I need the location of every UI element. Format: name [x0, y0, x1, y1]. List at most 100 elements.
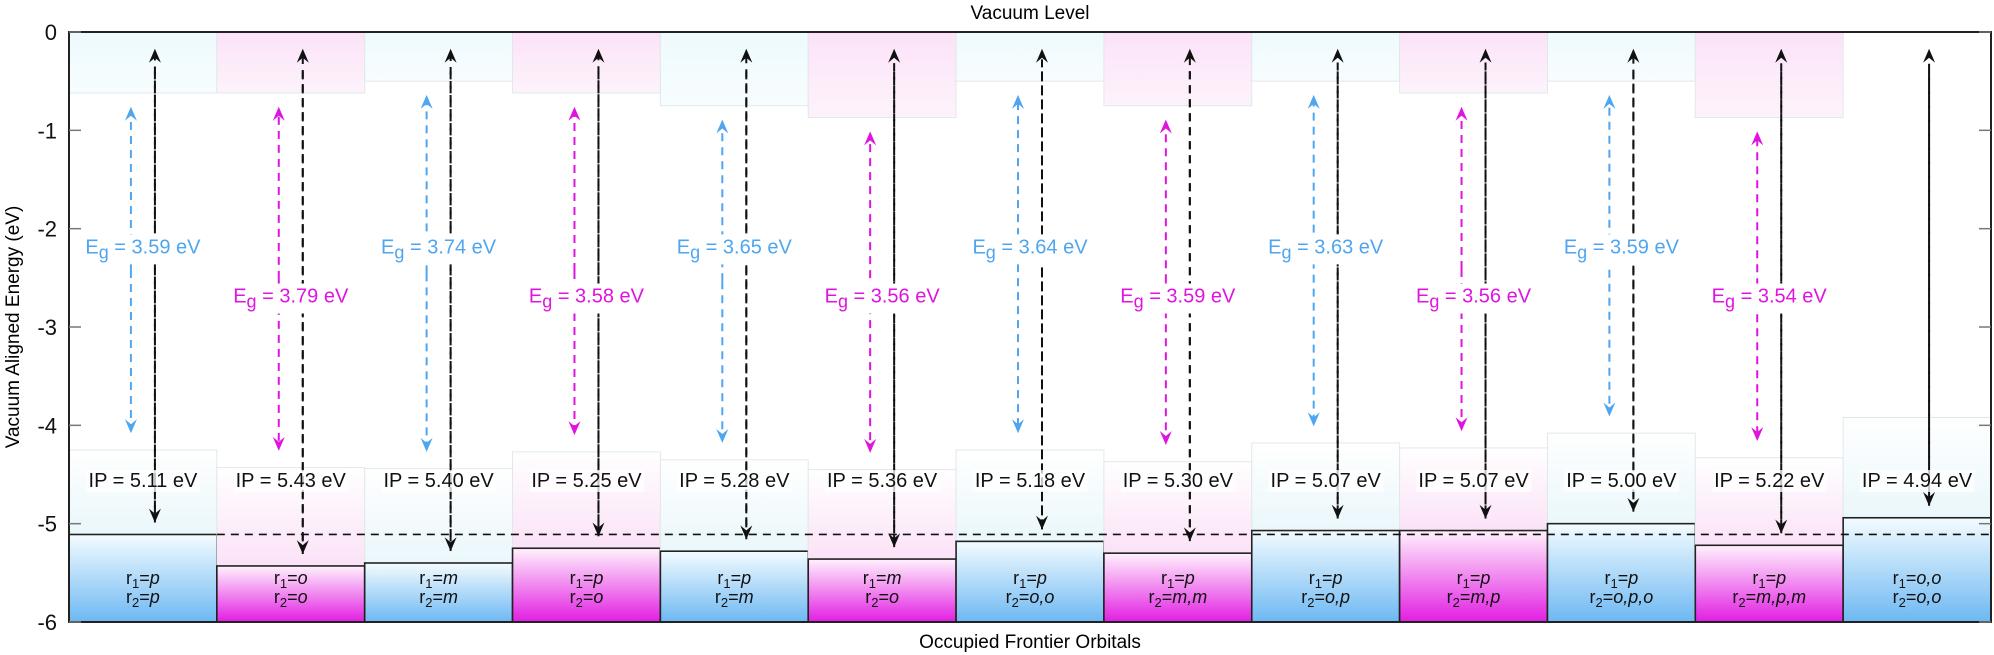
subscript: 2 — [1012, 595, 1019, 610]
substituent-position: m — [443, 587, 458, 607]
arrowhead — [1751, 427, 1764, 442]
ip-region-box — [512, 451, 661, 549]
arrowhead — [740, 48, 753, 63]
arrowhead — [1307, 412, 1320, 427]
arrowhead — [1307, 94, 1320, 109]
equals: = — [1019, 587, 1030, 607]
substituent-position: p — [1479, 568, 1490, 588]
arrowhead — [592, 522, 605, 537]
arrowhead — [1775, 519, 1788, 534]
ip-label: IP = 5.11 eV — [89, 470, 198, 492]
ip-label-background — [1859, 470, 1975, 492]
eg-subscript: g — [1281, 242, 1291, 262]
substituent-position: p — [149, 587, 160, 607]
arrowhead — [444, 537, 457, 552]
substituent-label-r2: r2=m,p — [1447, 587, 1501, 610]
equals: = — [1766, 568, 1777, 588]
eg-label: Eg = 3.65 eV — [677, 236, 793, 262]
arrowhead — [888, 48, 901, 63]
substituent-position: m — [739, 587, 754, 607]
vacuum-up-arrow — [1036, 48, 1048, 530]
eg-value: = 3.74 eV — [404, 236, 496, 258]
equals: = — [583, 587, 594, 607]
eg-value: = 3.59 eV — [1144, 286, 1236, 308]
subscript: 2 — [1738, 595, 1745, 610]
eg-down-arrow — [124, 269, 137, 434]
equals: = — [1470, 568, 1481, 588]
ip-label-background — [1416, 470, 1532, 492]
upper-level-box — [1103, 31, 1253, 107]
ip-down-arrow — [148, 71, 161, 523]
eg-value: = 3.54 eV — [1735, 286, 1827, 308]
ip-label-background — [972, 470, 1088, 492]
eg-subscript: g — [986, 242, 996, 262]
substituent-label-r2: r2=m — [419, 587, 458, 610]
eg-down-arrow — [716, 281, 729, 444]
upper-level-box — [364, 31, 514, 82]
eg-label-background — [674, 234, 795, 265]
arrowhead — [1183, 48, 1196, 63]
arrowhead — [1455, 417, 1468, 432]
arrowhead — [148, 48, 161, 63]
eg-up-arrow — [716, 119, 729, 282]
eg-up-arrow — [272, 106, 285, 279]
eg-subscript: g — [542, 292, 552, 312]
equals: = — [731, 568, 742, 588]
subscript: 1 — [1899, 576, 1906, 591]
eg-subscript: g — [1725, 292, 1735, 312]
arrowhead — [568, 421, 581, 436]
ip-down-arrow — [1627, 71, 1640, 512]
subscript: 2 — [1307, 595, 1314, 610]
substituent-label-r2: r2=m,p,m — [1732, 587, 1806, 610]
substituent-position: m,m — [1172, 587, 1207, 607]
subscript: 2 — [425, 595, 432, 610]
ip-label-background — [86, 470, 200, 492]
eg-subscript: g — [247, 292, 257, 312]
y-tick-label: -1 — [37, 118, 57, 143]
vacuum-up-arrow — [296, 48, 309, 554]
eg-subscript: g — [690, 242, 700, 262]
substituent-position: o,o — [1916, 568, 1941, 588]
eg-subscript: g — [394, 242, 404, 262]
eg-down-arrow — [1603, 255, 1616, 417]
subscript: 1 — [280, 576, 287, 591]
eg-value: = 3.65 eV — [700, 236, 792, 258]
equals: = — [1322, 568, 1333, 588]
y-tick-label: -6 — [37, 610, 57, 635]
ip-down-arrow — [1036, 71, 1048, 530]
eg-down-arrow — [272, 278, 285, 451]
equals: = — [1906, 568, 1917, 588]
substituent-position: o,p — [1325, 587, 1350, 607]
arrowhead — [864, 438, 877, 453]
eg-label-background — [526, 283, 647, 314]
ip-label: IP = 5.30 eV — [1123, 470, 1234, 492]
ip-region-box — [955, 449, 1105, 542]
equals: = — [139, 587, 150, 607]
substituent-position: m,p — [1470, 587, 1500, 607]
subscript: 1 — [1611, 576, 1618, 591]
eg-label: Eg = 3.54 eV — [1712, 286, 1828, 312]
upper-level-box — [1399, 31, 1548, 94]
eg-label-background — [1561, 234, 1682, 265]
ip-label: IP = 4.94 eV — [1862, 470, 1973, 492]
ip-down-arrow — [1479, 71, 1492, 519]
bottom-label: Occupied Frontier Orbitals — [919, 632, 1141, 653]
arrowhead — [1331, 504, 1344, 519]
subscript: 2 — [1453, 595, 1460, 610]
substituent-label-r2: r2=o — [570, 587, 604, 610]
substituent-position: p — [1775, 568, 1786, 588]
eg-up-arrow — [1455, 106, 1468, 269]
upper-level-box — [512, 31, 661, 94]
arrowhead — [1331, 48, 1344, 63]
subscript: 2 — [721, 595, 728, 610]
equals: = — [1906, 587, 1917, 607]
ip-label-background — [825, 470, 940, 492]
arrowhead — [1455, 106, 1468, 121]
vacuum-up-arrow — [444, 48, 457, 551]
eg-up-arrow — [864, 131, 877, 293]
upper-level-box — [955, 31, 1105, 82]
eg-label-background — [379, 234, 499, 265]
arrowhead — [716, 429, 729, 444]
eg-label-background — [1413, 283, 1534, 314]
subscript: 1 — [1463, 576, 1470, 591]
